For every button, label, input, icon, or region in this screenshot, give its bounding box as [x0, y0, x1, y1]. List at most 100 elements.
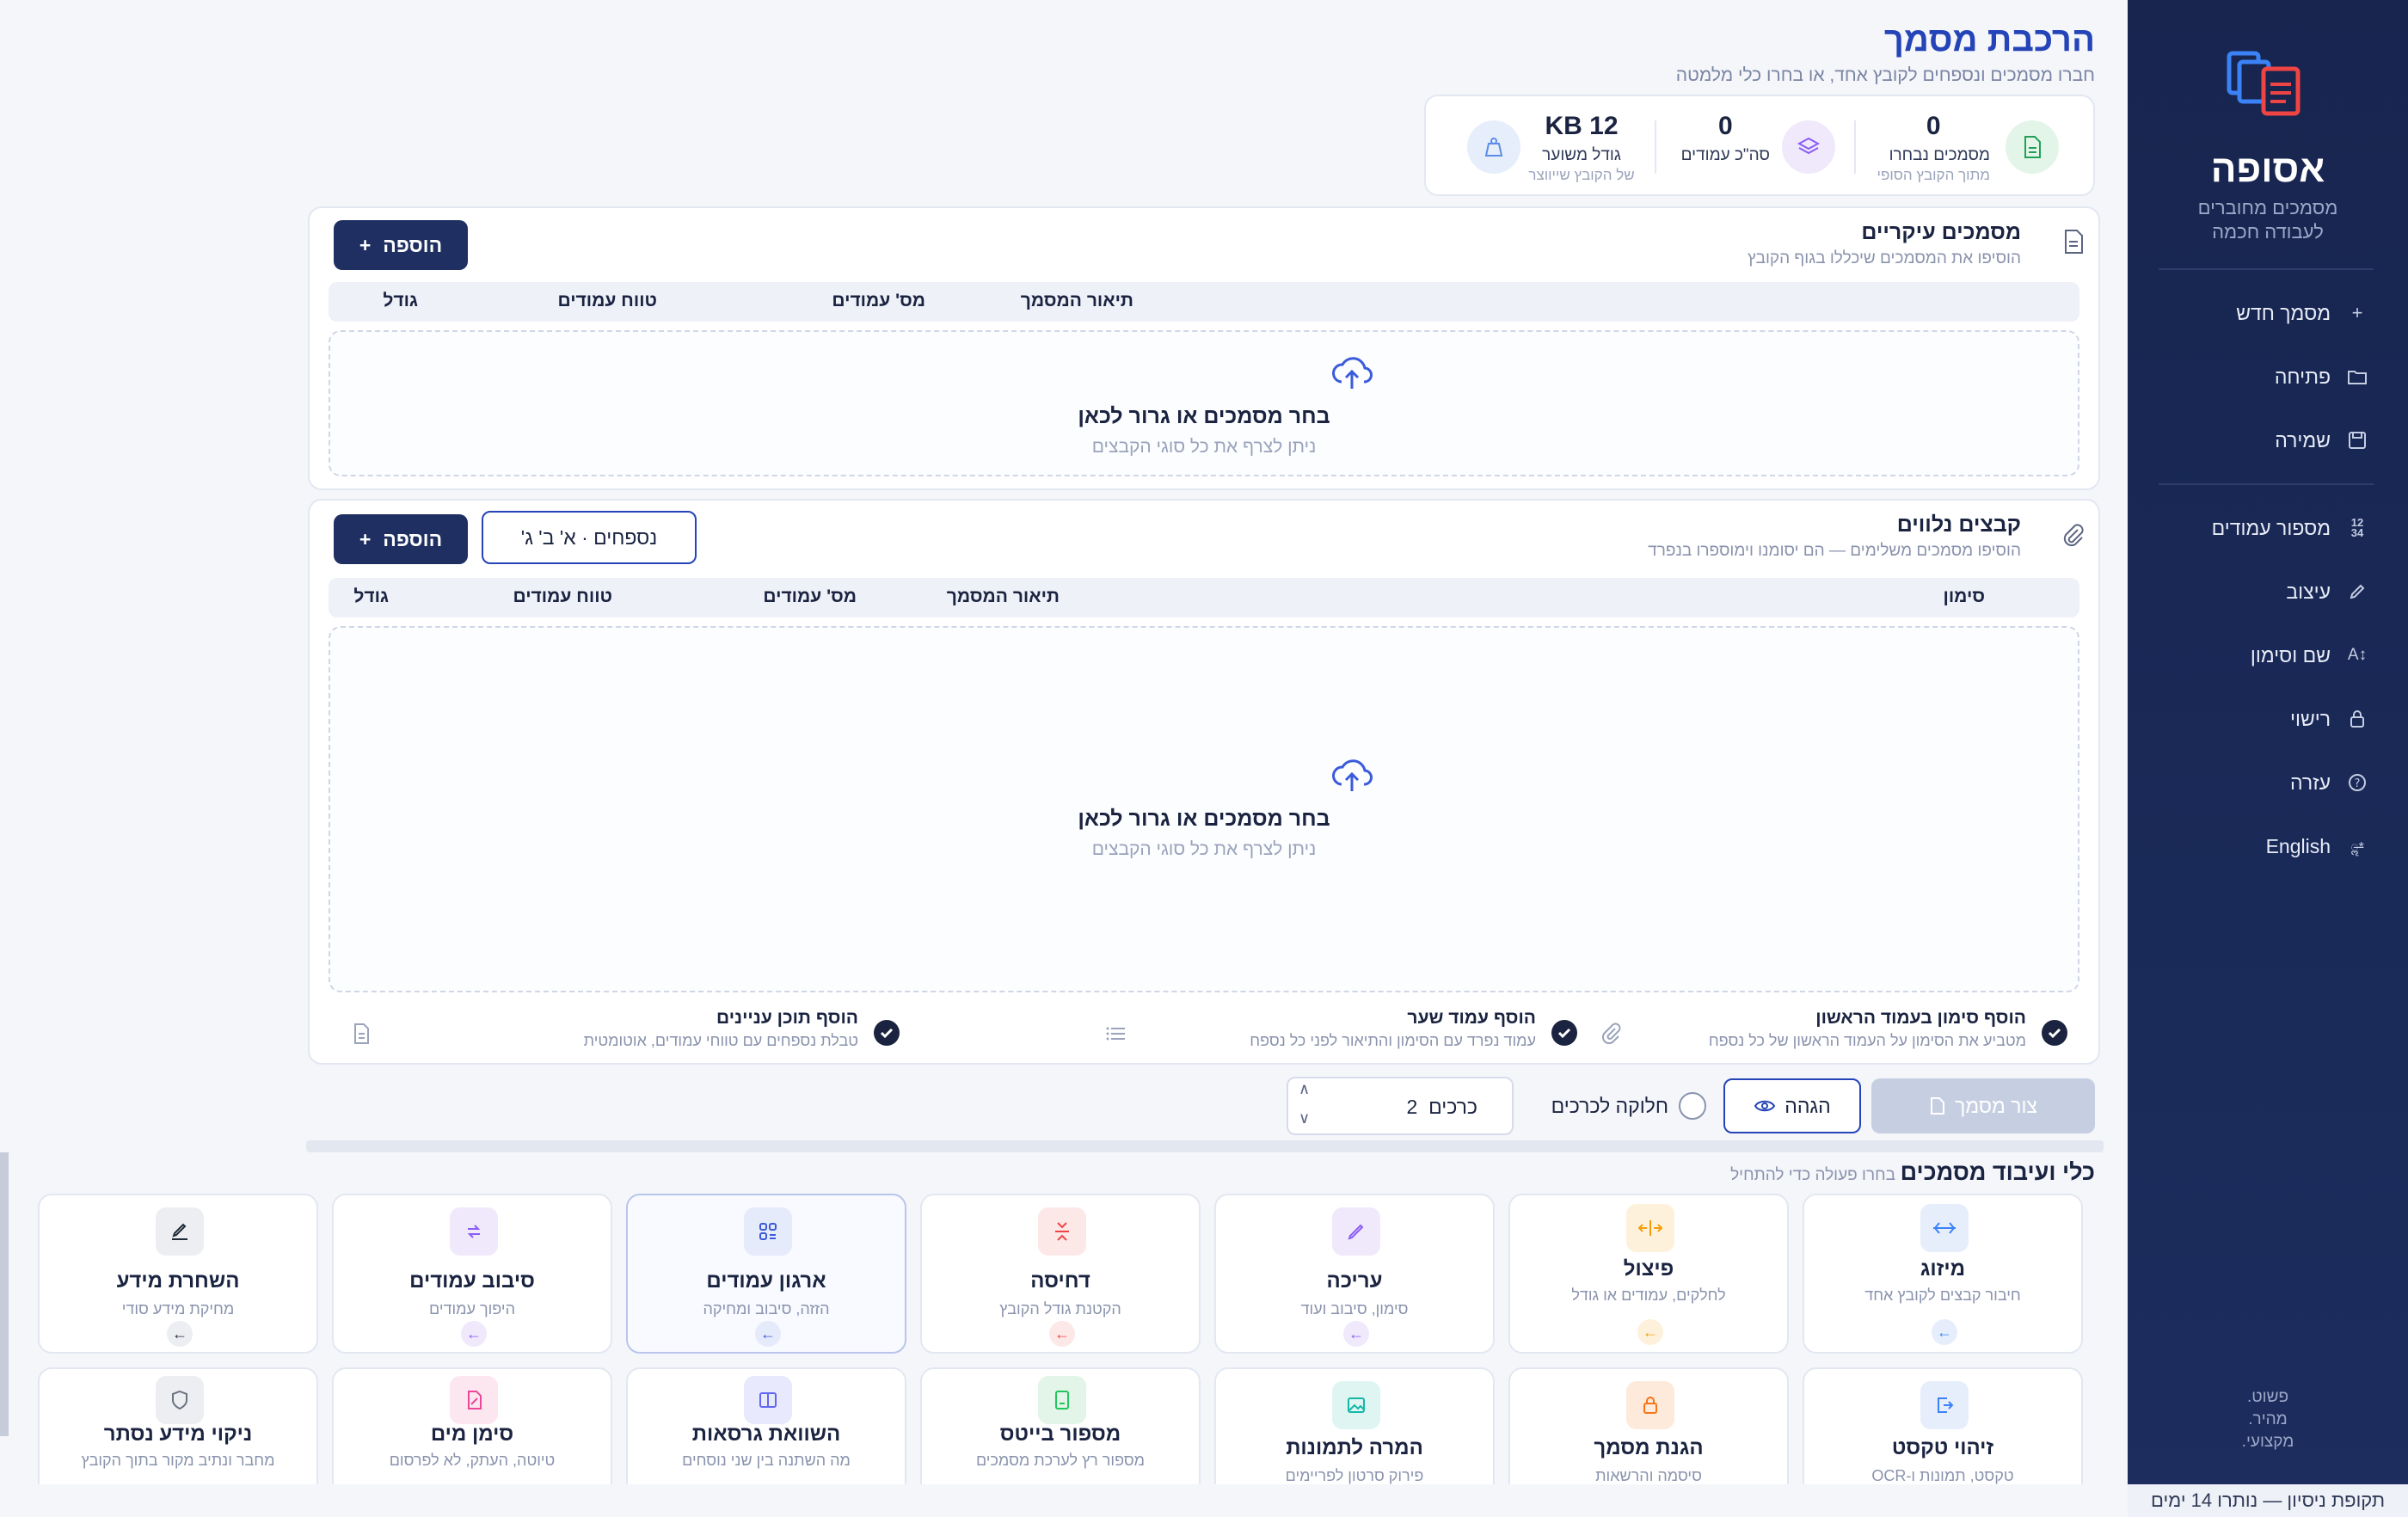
tool-organize-pages[interactable]: ארגון עמודים הזזה, סיבוב ומחיקה ←: [626, 1194, 906, 1354]
arrow-left-icon: ←: [1932, 1319, 1957, 1345]
watermark-icon: [450, 1376, 498, 1424]
option-cover-page[interactable]: הוסף עמוד שער עמוד נפרד עם הסימון והתיאו…: [1096, 1008, 1577, 1059]
bates-icon: [1038, 1376, 1086, 1424]
proofreading-button[interactable]: הגהה: [1723, 1078, 1861, 1133]
grid-icon: [744, 1207, 792, 1256]
sidebar-item-open[interactable]: פתיחה: [2159, 356, 2374, 397]
brand-name: אסופה: [2210, 148, 2325, 190]
document-icon: [354, 1023, 369, 1044]
tool-remove-hidden-data[interactable]: ניקוי מידע נסתר מחבר ונתיב מקור בתוך הקו…: [38, 1367, 318, 1496]
image-icon: [1332, 1381, 1380, 1429]
column-size: גודל: [383, 291, 418, 310]
sidebar: אסופה מסמכים מחוברים לעבודה חכמה מסמך חד…: [2128, 0, 2408, 1517]
arrow-left-icon: ←: [1049, 1321, 1075, 1347]
plus-icon: +: [2351, 302, 2363, 323]
plus-icon: +: [359, 527, 372, 550]
sidebar-item-save[interactable]: שמירה: [2159, 420, 2374, 461]
tools-title: כלי ועיבוד מסמכים: [1900, 1159, 2095, 1185]
volumes-unit: כרכים: [1428, 1096, 1477, 1118]
volumes-stepper[interactable]: כרכים 2 ∧ ∨: [1287, 1077, 1514, 1135]
trial-banner: תקופת ניסיון — נותרו 14 ימים: [2128, 1484, 2408, 1517]
dropzone-subtitle: ניתן לצרף את כל סוגי הקבצים: [1091, 839, 1317, 859]
attachment-numbering-select[interactable]: נספחים · א' ב' ג': [482, 511, 697, 564]
tool-edit[interactable]: עריכה סימון, סיבוב ועוד ←: [1214, 1194, 1495, 1354]
checkbox-checked[interactable]: [874, 1020, 900, 1046]
attachments-table-header: סימון תיאור המסמך מס' עמודים טווח עמודים…: [329, 578, 2079, 617]
list-icon: [1106, 1027, 1125, 1041]
paperclip-icon: [1601, 1023, 1621, 1045]
arrow-left-icon: ←: [167, 1321, 193, 1347]
tool-redact[interactable]: השחרת מידע מחיקת מידע סודי ←: [38, 1194, 318, 1354]
sidebar-item-design[interactable]: עיצוב: [2159, 571, 2374, 612]
sidebar-slogan: פשוט. מהיר. מקצועי.: [2241, 1388, 2294, 1451]
stat-separator: [1854, 120, 1856, 174]
attachments-title: קבצים נלווים: [1896, 513, 2021, 537]
checkbox-checked[interactable]: [2042, 1020, 2067, 1046]
eye-icon: [1754, 1100, 1776, 1112]
page-title: הרכבת מסמך: [1883, 21, 2095, 58]
language-icon: ॢ̶*: [2350, 840, 2364, 855]
rotate-icon: [450, 1207, 498, 1256]
shield-icon: [156, 1376, 204, 1424]
tool-merge[interactable]: מיזוג חיבור קבצים לקובץ אחד ←: [1803, 1194, 2083, 1354]
compare-icon: [744, 1376, 792, 1424]
checkbox-checked[interactable]: [1551, 1020, 1577, 1046]
svg-text:?: ?: [2355, 777, 2361, 790]
sidebar-item-numbering[interactable]: מספור עמודים 12 34: [2159, 507, 2374, 549]
numbering-icon: 12 34: [2350, 516, 2364, 539]
tool-protect[interactable]: הגנת מסמך סיסמה והרשאות: [1508, 1367, 1789, 1496]
build-document-button[interactable]: צור מסמך: [1871, 1078, 2095, 1133]
column-description: תיאור המסמך: [1020, 291, 1133, 310]
lock-icon: [1626, 1381, 1674, 1429]
chevron-down-icon[interactable]: ∨: [1299, 1109, 1311, 1127]
redact-icon: [156, 1207, 204, 1256]
document-icon: [2006, 120, 2059, 174]
add-attachment-button[interactable]: הוספה +: [334, 514, 468, 564]
text-size-icon: A↕: [2347, 646, 2368, 664]
chevron-up-icon[interactable]: ∧: [1299, 1080, 1311, 1097]
add-main-document-button[interactable]: הוספה +: [334, 220, 468, 270]
tool-bates-numbering[interactable]: מספור בייטס מספור רץ לערכת מסמכים: [920, 1367, 1201, 1496]
lock-icon: [2350, 710, 2364, 728]
tool-convert-images[interactable]: המרה לתמונות פירוק סרטון לפריימים: [1214, 1367, 1495, 1496]
sidebar-divider: [2159, 268, 2374, 270]
arrow-left-icon: ←: [755, 1321, 781, 1347]
sidebar-item-help[interactable]: עזרה ?: [2159, 762, 2374, 803]
tool-compress[interactable]: דחיסה הקטנת גודל הקובץ ←: [920, 1194, 1201, 1354]
tool-watermark[interactable]: סימן מים טיוטה, העתק, לא לפרסום: [332, 1367, 612, 1496]
arrow-left-icon: ←: [461, 1321, 487, 1347]
sidebar-item-language[interactable]: English ॢ̶*: [2159, 826, 2374, 867]
option-table-of-contents[interactable]: הוסף תוכן עניינים טבלת נספחים עם טווחי ע…: [332, 1008, 900, 1059]
sidebar-item-license[interactable]: רישוי: [2159, 698, 2374, 740]
tool-ocr[interactable]: זיהוי טקסט טקסט, תמונות ו-OCR: [1803, 1367, 2083, 1496]
arrow-left-icon: ←: [1343, 1321, 1369, 1347]
tool-split[interactable]: פיצול לחלקים, עמודים או גודל ←: [1508, 1194, 1789, 1354]
document-icon: [2065, 230, 2083, 254]
sidebar-item-name-mark[interactable]: שם וסימון A↕: [2250, 643, 2368, 666]
stat-selected: 0 מסמכים נבחרו מתוך הקובץ הסופי: [1877, 112, 1990, 183]
split-volumes-toggle[interactable]: חלוקה לכרכים: [1551, 1092, 1706, 1120]
column-description: תיאור המסמך: [946, 587, 1060, 606]
dropzone-title: בחר מסמכים או גרור לכאן: [1078, 807, 1330, 831]
layers-icon: [1782, 120, 1835, 174]
brush-icon: [2350, 584, 2365, 599]
attachments-dropzone[interactable]: בחר מסמכים או גרור לכאן ניתן לצרף את כל …: [329, 626, 2079, 992]
page-subtitle: חברו מסמכים ונספחים לקובץ אחד, או בחרו כ…: [1675, 65, 2095, 85]
merge-icon: [1920, 1204, 1969, 1252]
scrollbar[interactable]: [0, 1152, 9, 1436]
split-volumes-radio[interactable]: [1679, 1092, 1706, 1120]
tool-compare-versions[interactable]: השוואת גרסאות מה השתנה בין שני נוסחים: [626, 1367, 906, 1496]
column-mark: סימון: [1943, 587, 1985, 606]
tool-rotate-pages[interactable]: סיבוב עמודים היפוך עמודים ←: [332, 1194, 612, 1354]
main-documents-dropzone[interactable]: בחר מסמכים או גרור לכאן ניתן לצרף את כל …: [329, 330, 2079, 476]
weight-icon: [1467, 120, 1520, 174]
attachments-panel: קבצים נלווים הוסיפו מסמכים משלימים — הם …: [308, 499, 2100, 1065]
upload-cloud-icon: [1332, 357, 1373, 389]
sidebar-item-new[interactable]: מסמך חדש +: [2159, 292, 2374, 334]
main-documents-table-header: תיאור המסמך מס' עמודים טווח עמודים גודל: [329, 282, 2079, 322]
app-logo-icon: [2227, 51, 2300, 116]
help-icon: ?: [2349, 774, 2366, 791]
save-icon: [2349, 432, 2366, 449]
option-first-page-mark[interactable]: הוסף סימון בעמוד הראשון מטביע את הסימון …: [1600, 1008, 2081, 1059]
attachments-subtitle: הוסיפו מסמכים משלימים — הם יסומנו וימוספ…: [1648, 542, 2021, 560]
